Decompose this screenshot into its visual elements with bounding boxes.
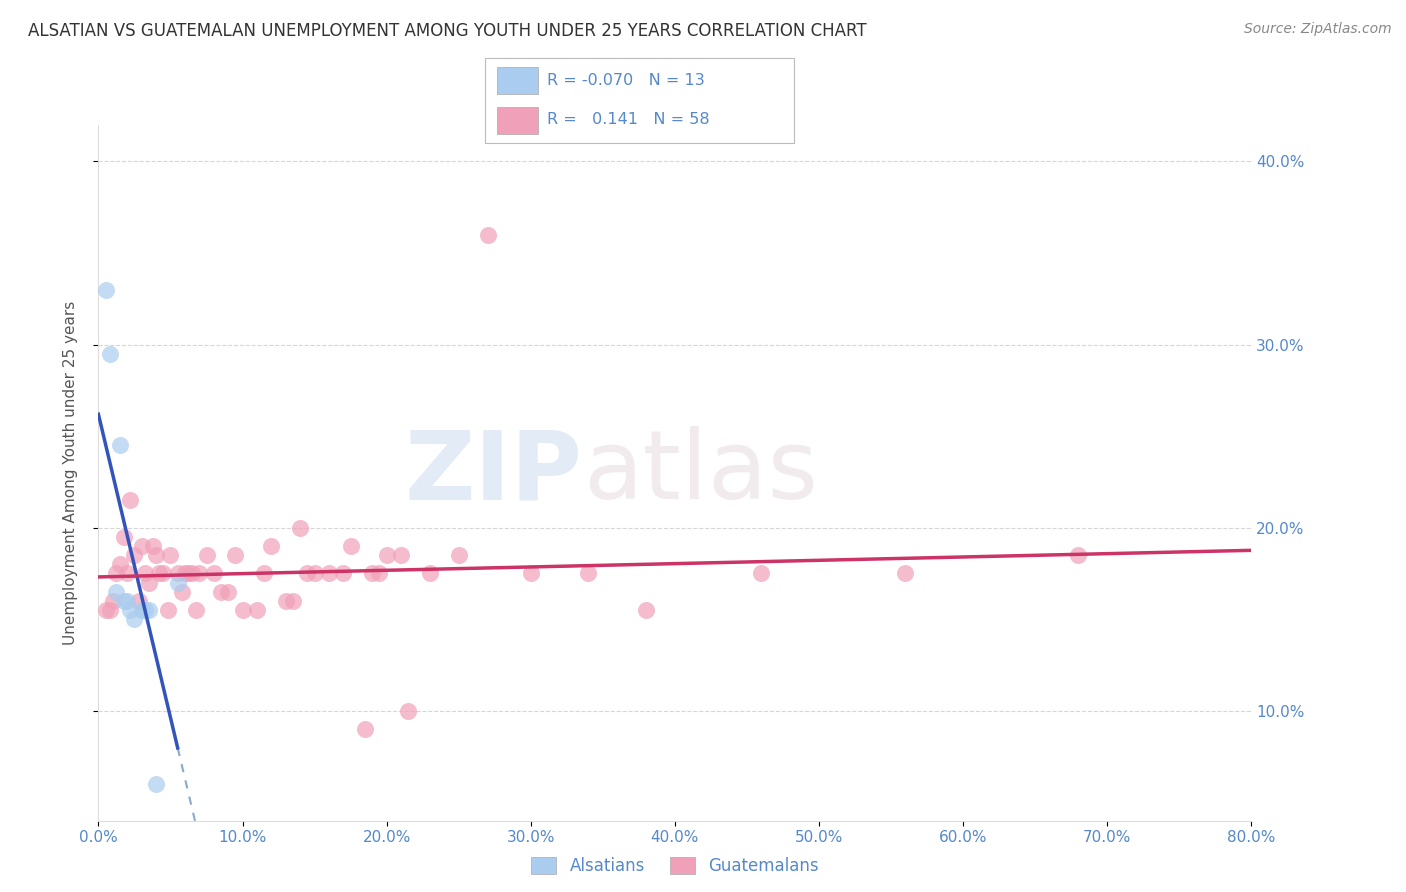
Point bbox=[195, 548, 218, 562]
Point bbox=[578, 566, 600, 581]
Point bbox=[117, 566, 139, 581]
Point bbox=[332, 566, 354, 581]
Text: R =   0.141   N = 58: R = 0.141 N = 58 bbox=[547, 112, 710, 128]
Point bbox=[188, 566, 211, 581]
Point bbox=[131, 603, 153, 617]
Point bbox=[186, 603, 208, 617]
Point bbox=[120, 603, 142, 617]
Point bbox=[181, 566, 204, 581]
Point bbox=[354, 722, 377, 736]
Point bbox=[112, 530, 135, 544]
Point bbox=[145, 777, 167, 791]
Point bbox=[368, 566, 391, 581]
Point bbox=[1067, 548, 1090, 562]
Point bbox=[112, 594, 135, 608]
Point bbox=[177, 566, 200, 581]
Point bbox=[166, 566, 188, 581]
Point bbox=[636, 603, 658, 617]
Point bbox=[159, 548, 181, 562]
Point bbox=[98, 347, 121, 361]
Point bbox=[246, 603, 269, 617]
Point bbox=[260, 539, 283, 553]
Point bbox=[375, 548, 398, 562]
Point bbox=[290, 521, 312, 535]
Point bbox=[108, 558, 131, 572]
Point bbox=[419, 566, 441, 581]
Point bbox=[166, 575, 188, 590]
Point bbox=[170, 584, 193, 599]
Point bbox=[339, 539, 361, 553]
Point bbox=[174, 566, 197, 581]
Point bbox=[120, 493, 142, 508]
Point bbox=[134, 566, 156, 581]
Legend: Alsatians, Guatemalans: Alsatians, Guatemalans bbox=[524, 850, 825, 882]
Point bbox=[94, 283, 117, 297]
Point bbox=[152, 566, 174, 581]
Point bbox=[209, 584, 232, 599]
Point bbox=[520, 566, 543, 581]
Point bbox=[217, 584, 239, 599]
Point bbox=[894, 566, 917, 581]
FancyBboxPatch shape bbox=[498, 107, 537, 134]
Text: Source: ZipAtlas.com: Source: ZipAtlas.com bbox=[1244, 22, 1392, 37]
Point bbox=[148, 566, 170, 581]
Point bbox=[274, 594, 297, 608]
Point bbox=[253, 566, 276, 581]
Point bbox=[134, 603, 156, 617]
Point bbox=[94, 603, 117, 617]
Point bbox=[108, 438, 131, 452]
Point bbox=[128, 594, 150, 608]
Point bbox=[124, 548, 146, 562]
Point bbox=[231, 603, 254, 617]
Point bbox=[117, 594, 139, 608]
Point bbox=[142, 539, 165, 553]
Text: ZIP: ZIP bbox=[405, 426, 582, 519]
Point bbox=[104, 566, 127, 581]
Point bbox=[138, 603, 160, 617]
Point bbox=[318, 566, 340, 581]
Point bbox=[145, 548, 167, 562]
Point bbox=[156, 603, 179, 617]
Point bbox=[104, 584, 127, 599]
Point bbox=[281, 594, 304, 608]
FancyBboxPatch shape bbox=[498, 67, 537, 95]
Y-axis label: Unemployment Among Youth under 25 years: Unemployment Among Youth under 25 years bbox=[63, 301, 77, 645]
Point bbox=[304, 566, 326, 581]
Point bbox=[124, 612, 146, 626]
Point bbox=[751, 566, 773, 581]
Point bbox=[98, 603, 121, 617]
Point bbox=[477, 227, 499, 242]
Point bbox=[224, 548, 246, 562]
Point bbox=[447, 548, 470, 562]
Point bbox=[101, 594, 124, 608]
Text: atlas: atlas bbox=[582, 426, 818, 519]
Text: ALSATIAN VS GUATEMALAN UNEMPLOYMENT AMONG YOUTH UNDER 25 YEARS CORRELATION CHART: ALSATIAN VS GUATEMALAN UNEMPLOYMENT AMON… bbox=[28, 22, 866, 40]
Point bbox=[131, 539, 153, 553]
Text: R = -0.070   N = 13: R = -0.070 N = 13 bbox=[547, 73, 704, 88]
Point bbox=[202, 566, 225, 581]
Point bbox=[297, 566, 319, 581]
Point bbox=[389, 548, 412, 562]
Point bbox=[396, 704, 419, 718]
Point bbox=[138, 575, 160, 590]
Point bbox=[361, 566, 384, 581]
FancyBboxPatch shape bbox=[485, 58, 794, 143]
